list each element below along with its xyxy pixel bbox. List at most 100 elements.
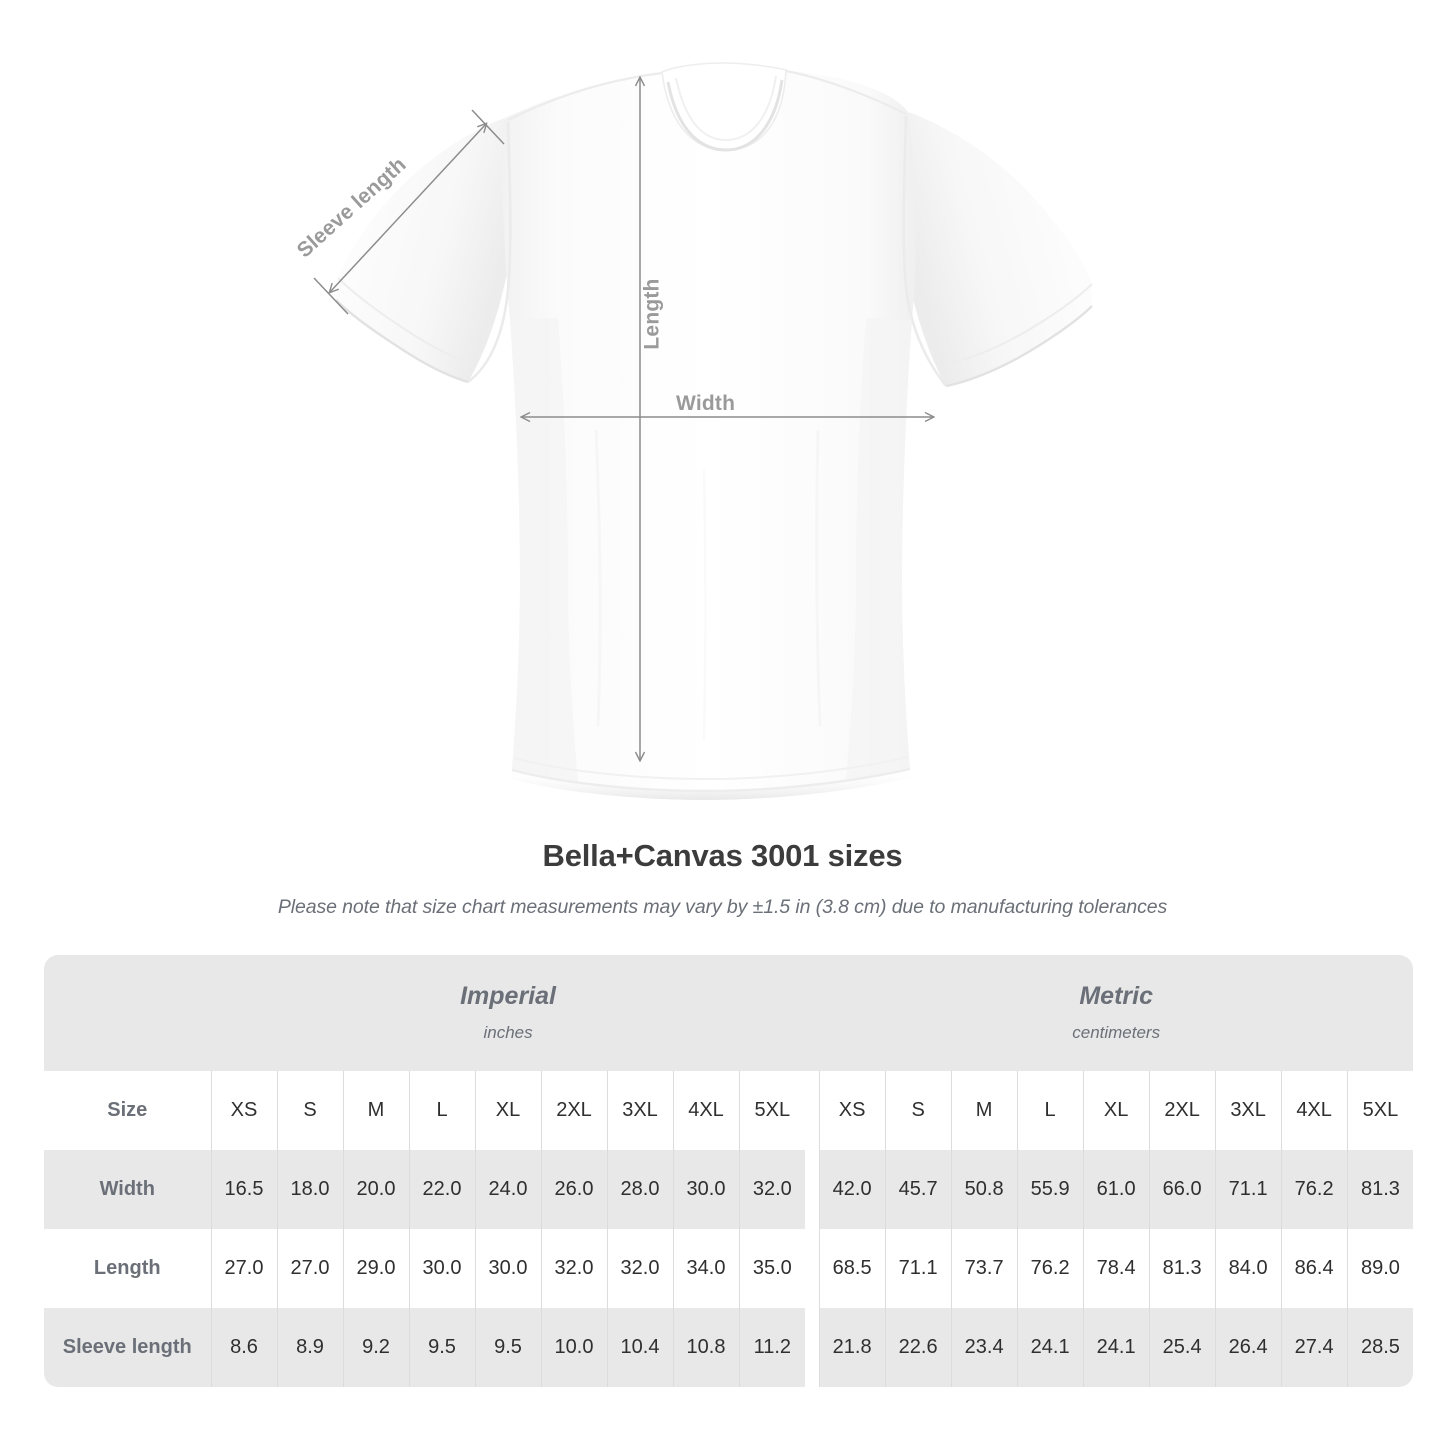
size-cell-imp-1: S [276, 1071, 343, 1150]
length-met-2: 73.7 [950, 1229, 1018, 1308]
size-cell-met-3: L [1016, 1071, 1084, 1150]
sleeve-met-5: 25.4 [1148, 1308, 1216, 1387]
group-gap [805, 1229, 820, 1308]
size-row-label: Size [44, 1071, 211, 1150]
length-met-3: 76.2 [1016, 1229, 1084, 1308]
unit-band-gap [805, 955, 820, 1071]
width-met-6: 71.1 [1214, 1150, 1282, 1229]
table-row-sleeve-length: Sleeve length 8.6 8.9 9.2 9.5 9.5 10.0 1… [44, 1308, 1414, 1387]
sleeve-tick-top [471, 109, 505, 145]
width-met-4: 61.0 [1082, 1150, 1150, 1229]
sleeve-imp-4: 9.5 [474, 1308, 541, 1387]
sleeve-met-2: 23.4 [950, 1308, 1018, 1387]
title-block: Bella+Canvas 3001 sizes Please note that… [0, 838, 1445, 919]
group-gap [805, 1071, 820, 1150]
sleeve-imp-1: 8.9 [276, 1308, 343, 1387]
size-cell-imp-5: 2XL [540, 1071, 607, 1150]
width-met-1: 45.7 [884, 1150, 952, 1229]
size-cell-met-0: XS [818, 1071, 886, 1150]
length-met-1: 71.1 [884, 1229, 952, 1308]
width-met-2: 50.8 [950, 1150, 1018, 1229]
unit-band-spacer [44, 955, 211, 1071]
metric-header: Metric centimeters [819, 955, 1414, 1071]
row-label-sleeve-length: Sleeve length [44, 1308, 211, 1387]
size-cell-met-5: 2XL [1148, 1071, 1216, 1150]
width-label: Width [676, 392, 736, 415]
size-cell-imp-7: 4XL [672, 1071, 739, 1150]
size-cell-met-1: S [884, 1071, 952, 1150]
size-chart-table: Imperial inches Metric centimeters Size … [44, 955, 1414, 1387]
group-gap [805, 1308, 820, 1387]
size-cell-met-4: XL [1082, 1071, 1150, 1150]
sleeve-met-6: 26.4 [1214, 1308, 1282, 1387]
size-cell-met-7: 4XL [1280, 1071, 1348, 1150]
sleeve-imp-5: 10.0 [540, 1308, 607, 1387]
sleeve-met-1: 22.6 [884, 1308, 952, 1387]
tshirt-illustration [313, 62, 1093, 800]
length-imp-1: 27.0 [276, 1229, 343, 1308]
width-imp-3: 22.0 [408, 1150, 475, 1229]
size-cell-met-8: 5XL [1346, 1071, 1414, 1150]
sleeve-tick-bottom [313, 277, 349, 315]
length-imp-0: 27.0 [210, 1229, 277, 1308]
sleeve-imp-3: 9.5 [408, 1308, 475, 1387]
sleeve-met-7: 27.4 [1280, 1308, 1348, 1387]
length-imp-8: 35.0 [738, 1229, 806, 1308]
imperial-name: Imperial [460, 982, 556, 1011]
length-imp-2: 29.0 [342, 1229, 409, 1308]
width-imp-2: 20.0 [342, 1150, 409, 1229]
row-label-width: Width [44, 1150, 211, 1229]
sleeve-imp-7: 10.8 [672, 1308, 739, 1387]
size-cell-imp-0: XS [210, 1071, 277, 1150]
width-imp-4: 24.0 [474, 1150, 541, 1229]
length-imp-6: 32.0 [606, 1229, 673, 1308]
sleeve-met-3: 24.1 [1016, 1308, 1084, 1387]
width-met-3: 55.9 [1016, 1150, 1084, 1229]
shirt-body-shape [335, 62, 1093, 800]
measurement-arrows [313, 78, 933, 760]
length-met-8: 89.0 [1346, 1229, 1414, 1308]
width-met-7: 76.2 [1280, 1150, 1348, 1229]
size-cell-imp-2: M [342, 1071, 409, 1150]
row-label-length: Length [44, 1229, 211, 1308]
size-cell-imp-8: 5XL [738, 1071, 806, 1150]
sleeve-imp-2: 9.2 [342, 1308, 409, 1387]
group-gap [805, 1150, 820, 1229]
unit-header-row: Imperial inches Metric centimeters [44, 955, 1414, 1071]
sleeve-met-0: 21.8 [818, 1308, 886, 1387]
page-title: Bella+Canvas 3001 sizes [542, 838, 903, 873]
length-met-5: 81.3 [1148, 1229, 1216, 1308]
imperial-header: Imperial inches [211, 955, 806, 1071]
width-met-8: 81.3 [1346, 1150, 1414, 1229]
length-label: Length [640, 278, 664, 350]
size-cell-met-2: M [950, 1071, 1018, 1150]
width-imp-1: 18.0 [276, 1150, 343, 1229]
length-imp-4: 30.0 [474, 1229, 541, 1308]
length-met-6: 84.0 [1214, 1229, 1282, 1308]
table-row-length: Length 27.0 27.0 29.0 30.0 30.0 32.0 32.… [44, 1229, 1414, 1308]
size-cell-imp-4: XL [474, 1071, 541, 1150]
metric-sub: centimeters [1072, 1022, 1161, 1042]
width-imp-8: 32.0 [738, 1150, 806, 1229]
width-imp-6: 28.0 [606, 1150, 673, 1229]
sleeve-imp-8: 11.2 [738, 1308, 806, 1387]
table-row-width: Width 16.5 18.0 20.0 22.0 24.0 26.0 28.0… [44, 1150, 1414, 1229]
size-cell-imp-6: 3XL [606, 1071, 673, 1150]
length-met-7: 86.4 [1280, 1229, 1348, 1308]
length-imp-7: 34.0 [672, 1229, 739, 1308]
size-cell-imp-3: L [408, 1071, 475, 1150]
sleeve-met-8: 28.5 [1346, 1308, 1414, 1387]
sleeve-arrow [330, 124, 486, 292]
sleeve-imp-6: 10.4 [606, 1308, 673, 1387]
garment-diagram: Sleeve length Length Width [293, 62, 1093, 800]
size-header-row: Size XS S M L XL 2XL 3XL 4XL 5XL XS S M … [44, 1071, 1414, 1150]
size-chart-table-wrap: Imperial inches Metric centimeters Size … [44, 955, 1414, 1387]
length-imp-5: 32.0 [540, 1229, 607, 1308]
metric-name: Metric [1079, 982, 1153, 1011]
length-met-0: 68.5 [818, 1229, 886, 1308]
tolerance-note: Please note that size chart measurements… [277, 896, 1168, 918]
sleeve-met-4: 24.1 [1082, 1308, 1150, 1387]
width-imp-7: 30.0 [672, 1150, 739, 1229]
length-imp-3: 30.0 [408, 1229, 475, 1308]
width-met-0: 42.0 [818, 1150, 886, 1229]
